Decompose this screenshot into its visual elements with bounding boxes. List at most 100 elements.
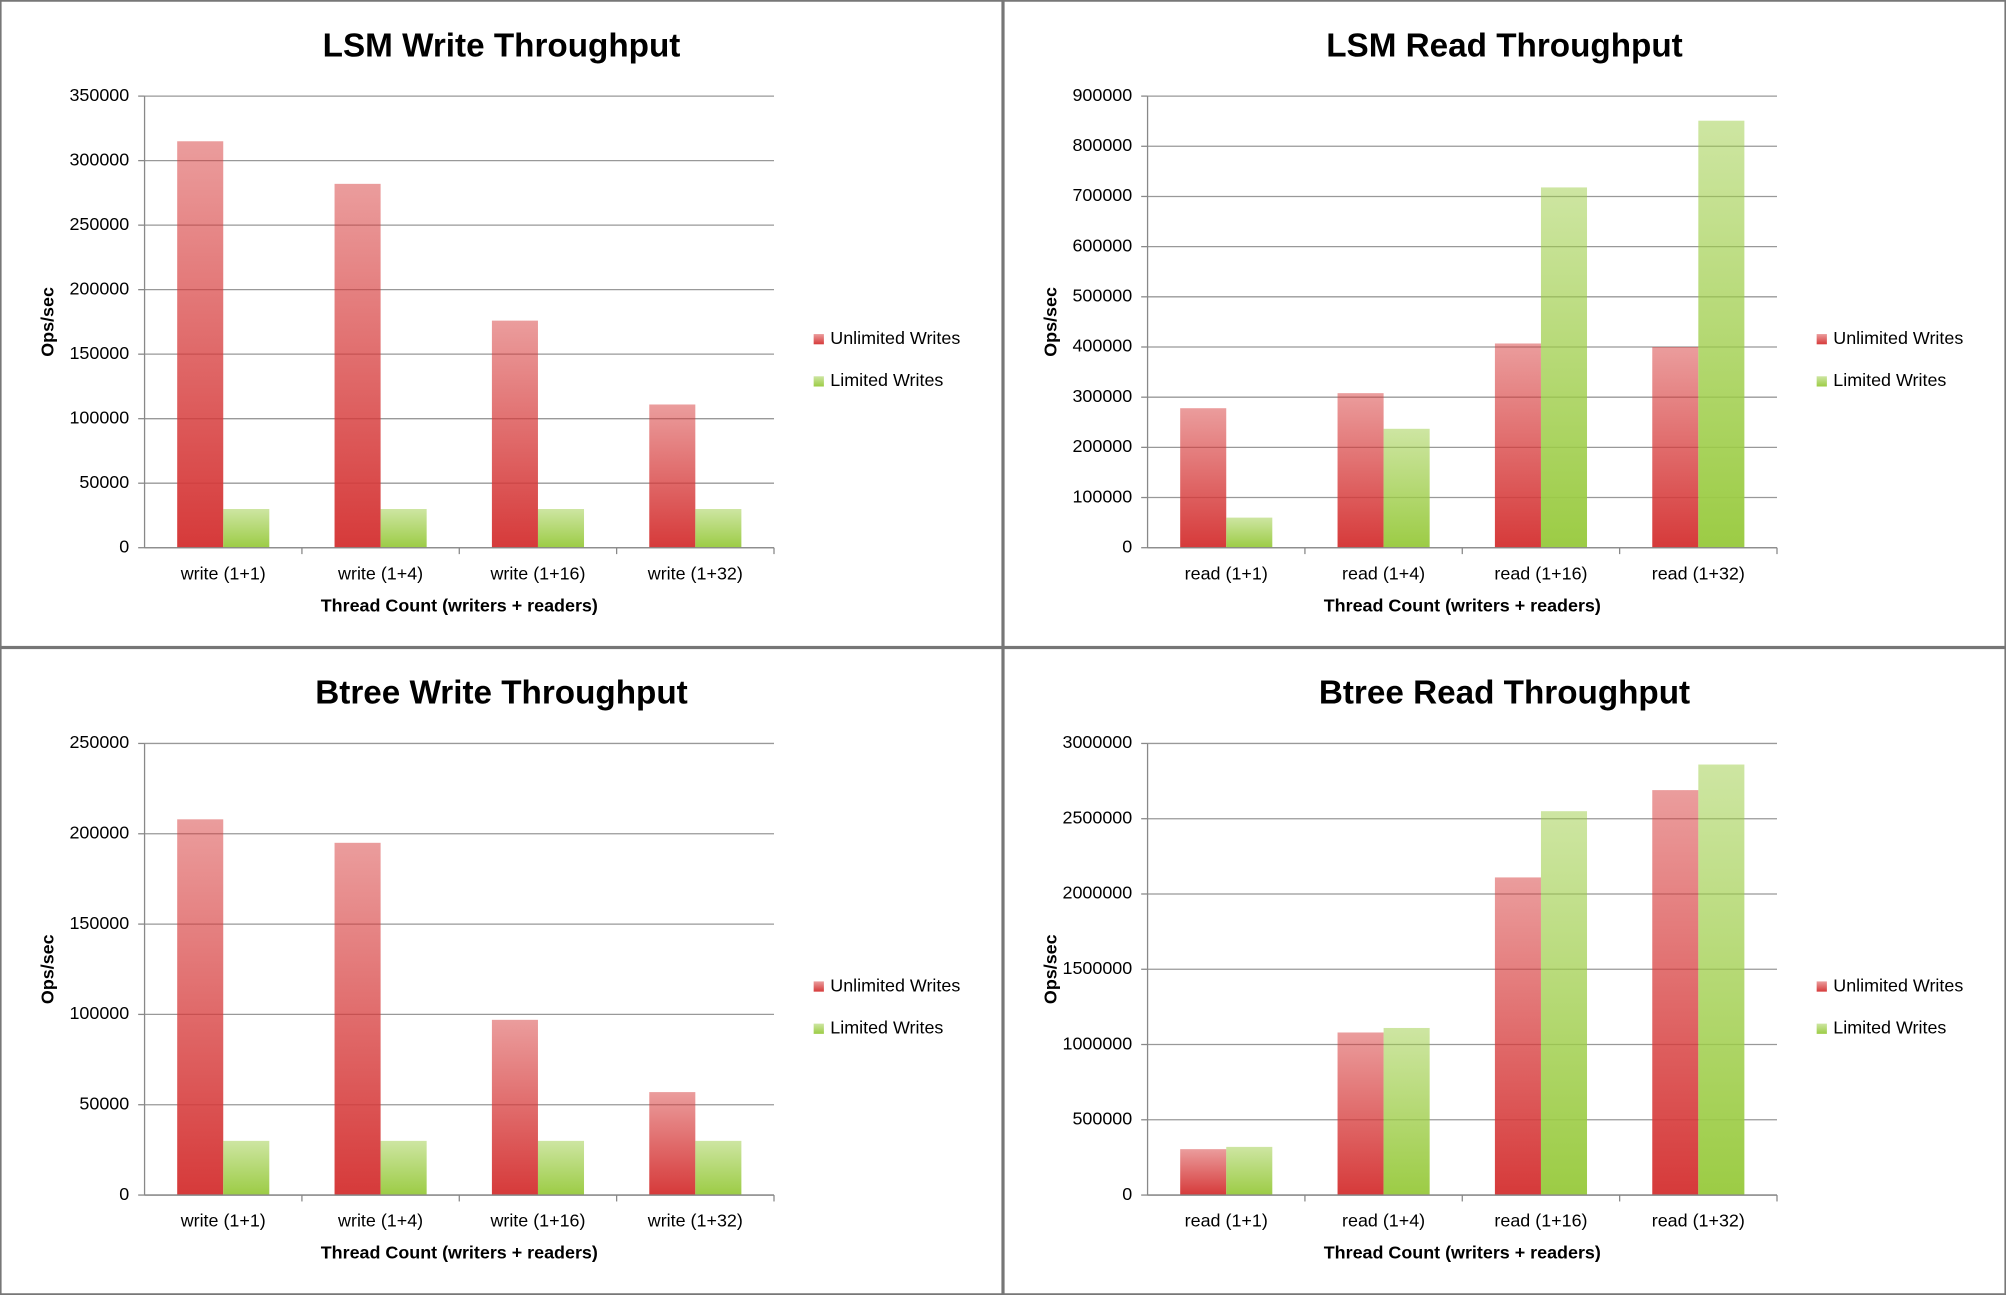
y-tick-label: 1500000 <box>1062 958 1132 978</box>
x-axis-title: Thread Count (writers + readers) <box>1324 595 1601 615</box>
y-tick-label: 150000 <box>69 913 129 933</box>
bar <box>1180 1149 1227 1196</box>
legend-label: Limited Writes <box>830 1017 943 1037</box>
legend-swatch <box>1816 334 1827 345</box>
x-tick-label: write (1+1) <box>180 1211 266 1231</box>
y-tick-label: 1000000 <box>1062 1033 1132 1053</box>
x-tick-label: read (1+16) <box>1494 1211 1587 1231</box>
bar <box>491 320 538 548</box>
y-tick-label: 2000000 <box>1062 883 1132 903</box>
chart-title: Btree Read Throughput <box>1319 675 1690 712</box>
bar <box>1494 877 1541 1196</box>
legend-swatch <box>813 981 824 992</box>
bar <box>1337 393 1384 548</box>
bar <box>1383 1027 1430 1196</box>
legend-swatch <box>813 376 824 387</box>
bar <box>1383 428 1430 548</box>
y-tick-label: 200000 <box>69 278 129 298</box>
bar <box>1226 1146 1273 1196</box>
y-tick-label: 600000 <box>1072 235 1132 255</box>
bar <box>1180 408 1227 548</box>
bar <box>1652 346 1699 548</box>
bar <box>1698 764 1745 1196</box>
legend-label: Limited Writes <box>830 370 943 390</box>
y-tick-label: 350000 <box>69 85 129 105</box>
bar <box>649 1092 696 1196</box>
x-axis-title: Thread Count (writers + readers) <box>1324 1243 1601 1263</box>
x-tick-label: read (1+4) <box>1342 1211 1425 1231</box>
x-axis-title: Thread Count (writers + readers) <box>321 595 598 615</box>
bar <box>380 509 427 548</box>
y-tick-label: 2500000 <box>1062 807 1132 827</box>
legend-swatch <box>813 334 824 345</box>
bar <box>334 183 381 548</box>
y-tick-label: 800000 <box>1072 135 1132 155</box>
legend-swatch <box>1816 376 1827 387</box>
y-tick-label: 50000 <box>79 472 129 492</box>
y-tick-label: 400000 <box>1072 336 1132 356</box>
chart-panel: LSM Write Throughput 0 50000 100000 150000 20… <box>0 0 1004 648</box>
y-tick-label: 300000 <box>1072 386 1132 406</box>
y-tick-label: 250000 <box>69 214 129 234</box>
y-tick-label: 300000 <box>69 149 129 169</box>
y-axis-title: Ops/sec <box>37 287 57 357</box>
legend-label: Unlimited Writes <box>830 975 960 995</box>
legend-swatch <box>813 1023 824 1034</box>
x-axis-title: Thread Count (writers + readers) <box>321 1243 598 1263</box>
legend-swatch <box>1816 1023 1827 1034</box>
bar <box>695 1140 742 1196</box>
y-tick-label: 500000 <box>1072 286 1132 306</box>
bar <box>695 509 742 548</box>
chart-panel: Btree Read Throughput 0 500000 1000000 15000… <box>1002 647 2006 1295</box>
y-tick-label: 250000 <box>69 732 129 752</box>
y-tick-label: 500000 <box>1072 1109 1132 1129</box>
bar <box>1540 811 1588 1196</box>
legend-label: Unlimited Writes <box>1833 975 1963 995</box>
panel-border <box>0 647 1004 1295</box>
bar <box>177 141 224 548</box>
bar <box>649 404 696 548</box>
y-tick-label: 50000 <box>79 1093 129 1113</box>
x-tick-label: write (1+16) <box>489 1211 585 1231</box>
bar <box>537 509 585 548</box>
chart-title: LSM Write Throughput <box>323 27 681 64</box>
y-tick-label: 3000000 <box>1062 732 1132 752</box>
chart-title: LSM Read Throughput <box>1326 27 1682 64</box>
y-tick-label: 100000 <box>69 1003 129 1023</box>
bar <box>223 509 270 548</box>
bar <box>537 1140 585 1196</box>
x-tick-label: write (1+4) <box>337 1211 423 1231</box>
bar <box>334 842 381 1196</box>
x-tick-label: write (1+32) <box>647 1211 743 1231</box>
y-axis-title: Ops/sec <box>1040 934 1060 1004</box>
x-tick-label: write (1+1) <box>180 563 266 583</box>
legend-label: Limited Writes <box>1833 370 1946 390</box>
legend-swatch <box>1816 981 1827 992</box>
bar <box>1494 343 1541 548</box>
x-tick-label: read (1+32) <box>1652 563 1745 583</box>
y-tick-label: 900000 <box>1072 85 1132 105</box>
y-tick-label: 150000 <box>69 343 129 363</box>
chart-panel: LSM Read Throughput 0 100000 200000 300000 40… <box>1002 0 2006 648</box>
y-tick-label: 100000 <box>69 407 129 427</box>
y-axis-title: Ops/sec <box>37 934 57 1004</box>
bar <box>1540 187 1588 548</box>
x-tick-label: read (1+4) <box>1342 563 1425 583</box>
legend-label: Limited Writes <box>1833 1017 1946 1037</box>
panel-border <box>1002 647 2006 1295</box>
y-tick-label: 200000 <box>1072 436 1132 456</box>
x-tick-label: write (1+16) <box>489 563 585 583</box>
y-tick-label: 700000 <box>1072 185 1132 205</box>
x-tick-label: read (1+16) <box>1494 563 1587 583</box>
bar <box>1337 1032 1384 1196</box>
x-tick-label: read (1+1) <box>1185 1211 1268 1231</box>
bar <box>1698 120 1745 548</box>
chart-panel: Btree Write Throughput 0 50000 100000 150000… <box>0 647 1004 1295</box>
y-tick-label: 0 <box>1122 1184 1132 1204</box>
bar <box>1652 790 1699 1196</box>
legend-label: Unlimited Writes <box>830 328 960 348</box>
y-tick-label: 0 <box>1122 536 1132 556</box>
bar <box>177 819 224 1196</box>
